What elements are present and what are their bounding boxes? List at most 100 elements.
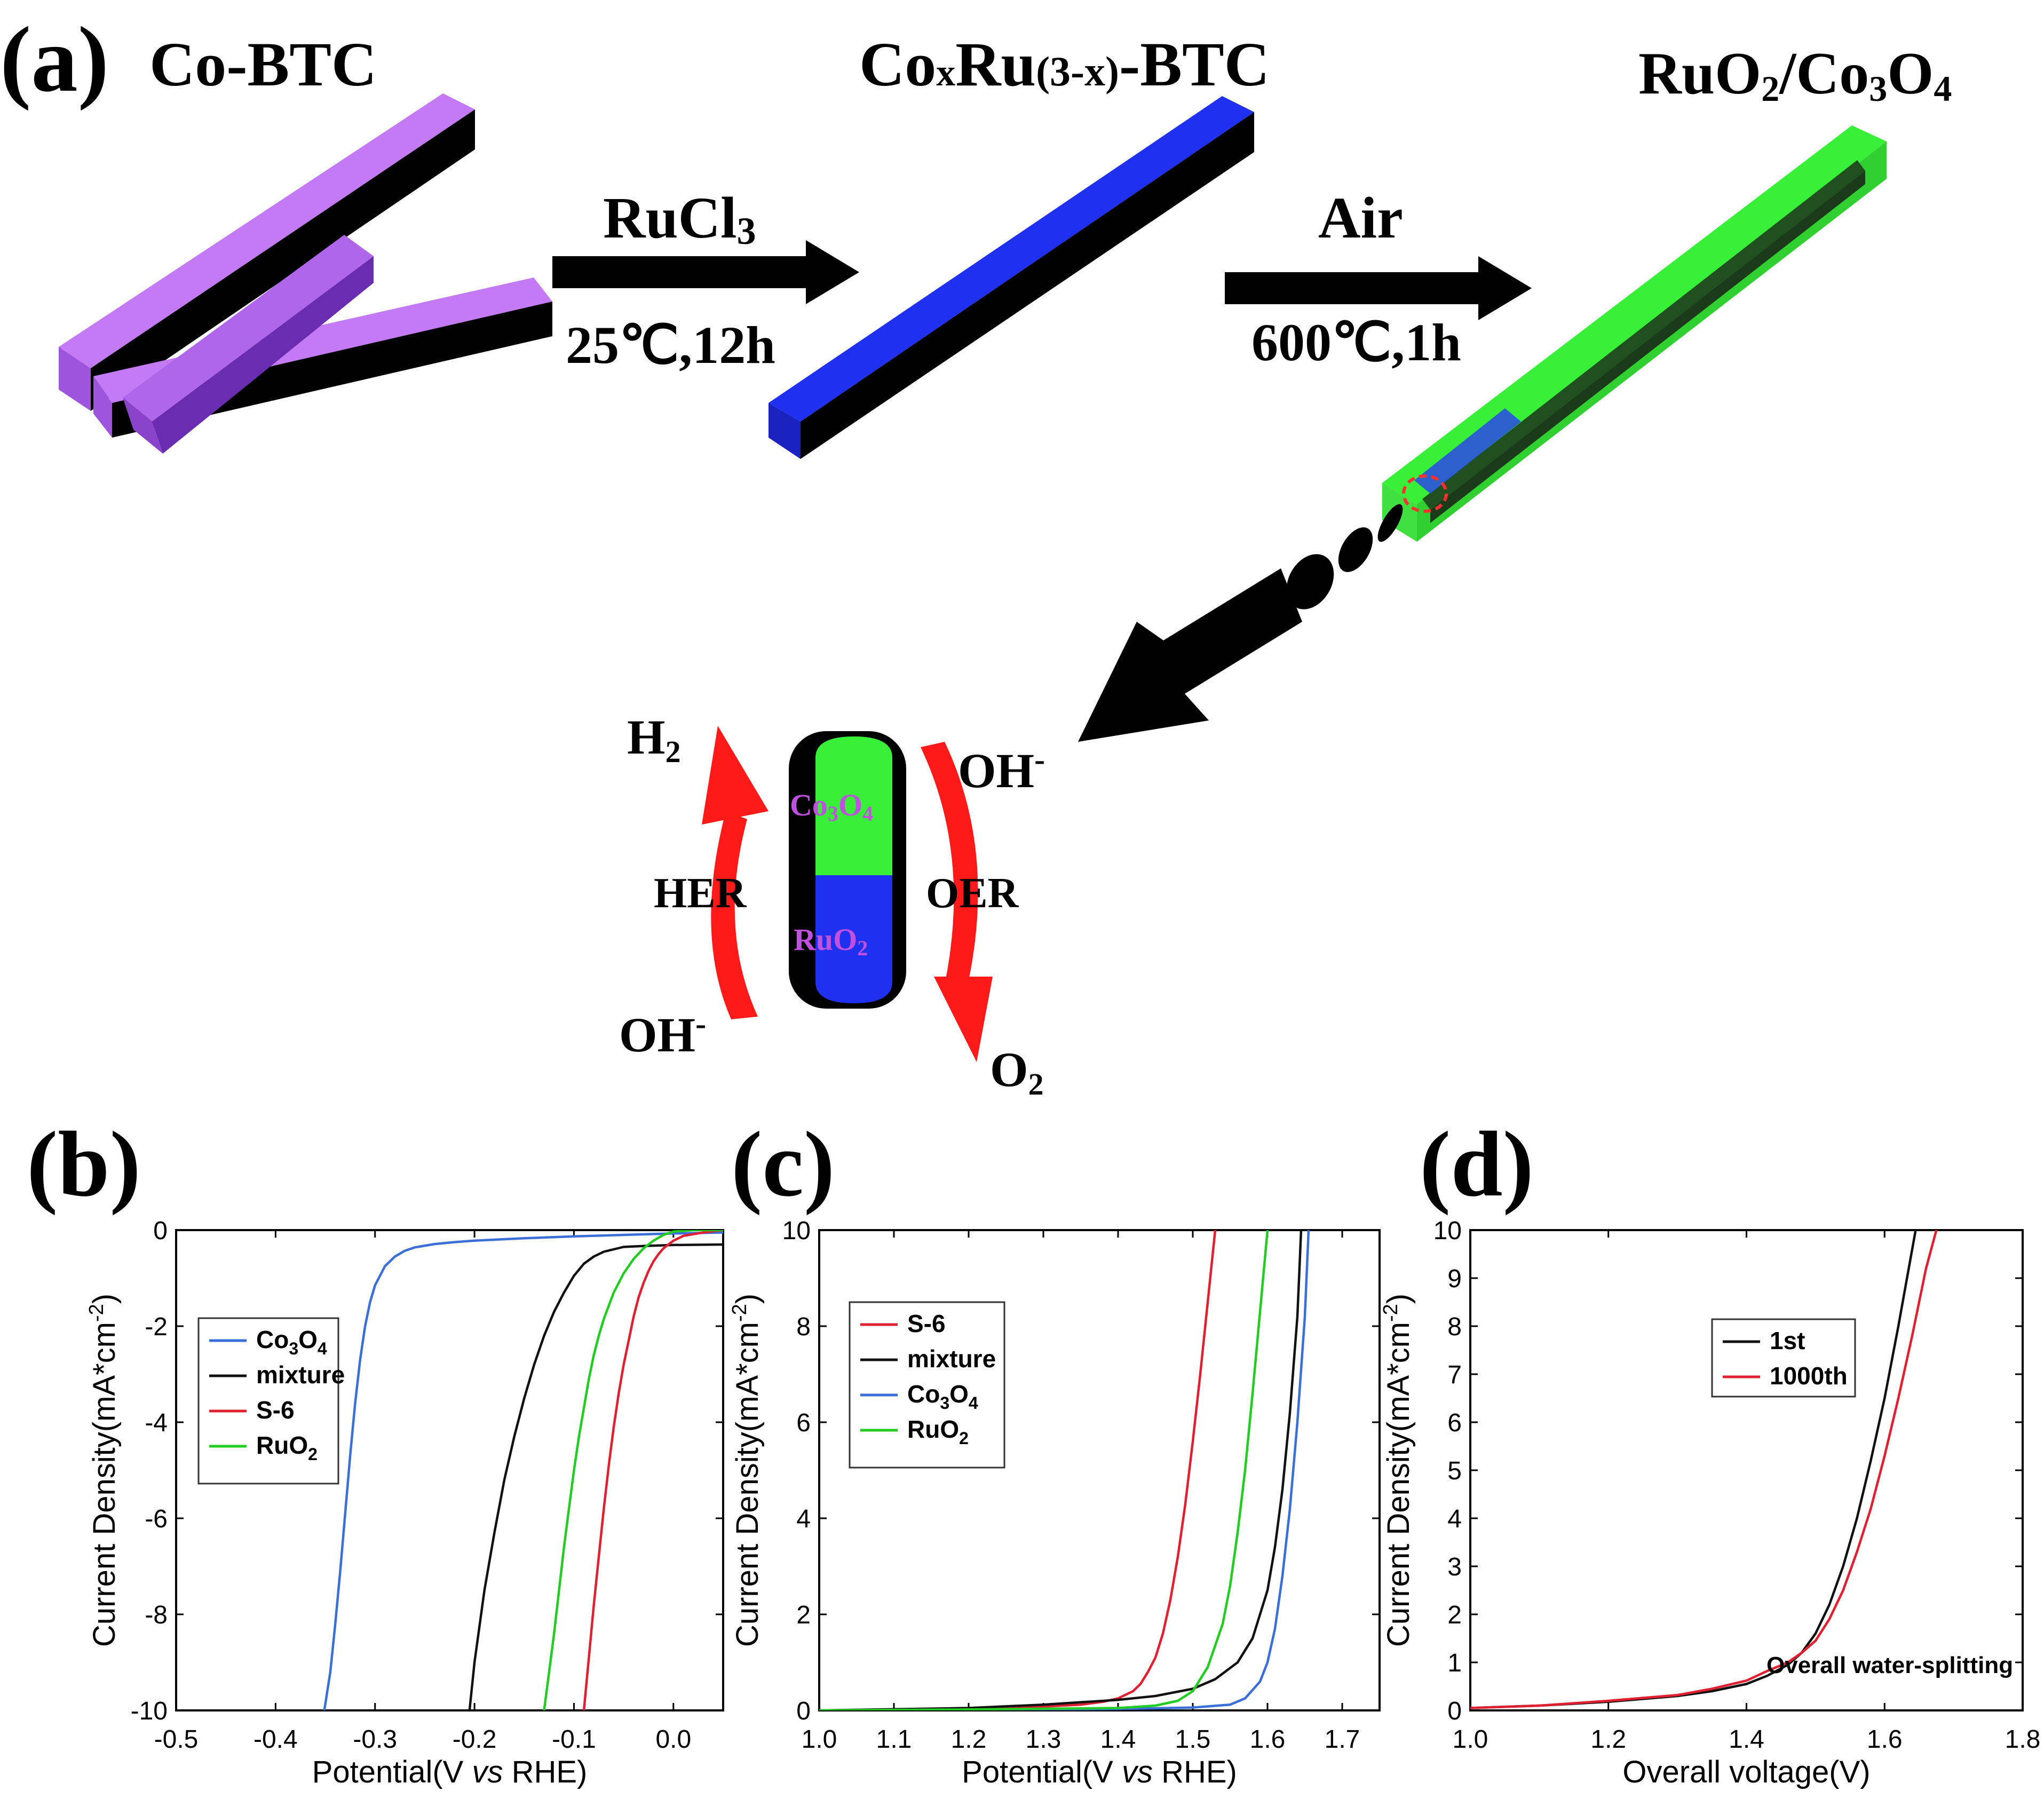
x-tick-label: 0.0 [655, 1725, 691, 1754]
x-tick-label: 1.6 [1867, 1725, 1903, 1754]
y-axis-label: Current Density(mA*cm-2) [1380, 1294, 1416, 1647]
x-tick-label: 1.7 [1325, 1725, 1360, 1754]
arrow2-atmosphere-label: Air [1318, 185, 1403, 250]
arrow2-condition-label: 600℃,1h [1251, 313, 1461, 372]
x-tick-label: 1.0 [1453, 1725, 1488, 1754]
y-tick-label: 6 [1447, 1409, 1462, 1437]
y-tick-label: -2 [145, 1313, 168, 1341]
arrow-calcination [1225, 256, 1532, 320]
legend-label: Co3O4 [256, 1326, 327, 1358]
chart-c-oer-polarization: 1.0 1.1 1.2 1.3 1.4 1.5 1.6 1.7 0 2 4 6 8 10 Potential… [728, 1217, 1381, 1789]
y-tick-label: 7 [1447, 1361, 1462, 1389]
legend-label: S-6 [256, 1396, 295, 1424]
x-axis-label: Potential(V vs RHE) [962, 1755, 1237, 1789]
panel-b-label: (b) [27, 1112, 141, 1216]
h2-label: H2 [627, 710, 681, 769]
y-tick-label: 0 [1447, 1697, 1462, 1725]
legend-label: RuO2 [256, 1431, 318, 1464]
y-tick-label: -6 [145, 1505, 168, 1533]
oh-bottom-label: OH- [619, 1006, 706, 1062]
panel-c-label: (c) [731, 1112, 835, 1216]
particle-co3o4-label: Co3O4 [790, 788, 873, 826]
y-tick-label: 0 [153, 1217, 168, 1245]
x-tick-label: 1.4 [1729, 1725, 1764, 1754]
x-tick-label: -0.2 [453, 1725, 497, 1754]
her-label: HER [654, 870, 747, 917]
x-tick-label: 1.4 [1100, 1725, 1136, 1754]
legend-box [849, 1301, 1005, 1469]
panel-d-label: (d) [1420, 1112, 1534, 1216]
arrow1-reagent-label: RuCl3 [603, 185, 756, 252]
her-arrow [702, 726, 769, 1019]
series-line-s-6 [582, 1230, 723, 1710]
legend-label: mixture [256, 1361, 345, 1389]
y-tick-label: 6 [796, 1409, 811, 1437]
y-tick-label: 8 [1447, 1313, 1462, 1341]
co-btc-rods-illustration [59, 93, 552, 454]
legend-box [197, 1317, 339, 1485]
y-tick-label: -8 [145, 1601, 168, 1629]
x-tick-label: 1.6 [1250, 1725, 1286, 1754]
x-tick-label: 1.2 [951, 1725, 987, 1754]
series-line-1000th [1470, 1230, 1938, 1709]
oer-label: OER [926, 870, 1019, 917]
y-tick-label: 10 [782, 1217, 811, 1245]
coxru-btc-title: CoxRu(3-x)-BTC [859, 29, 1270, 99]
series-line-ruo2 [819, 1230, 1269, 1710]
y-axis-label: Current Density(mA*cm-2) [85, 1294, 122, 1647]
y-tick-label: 2 [796, 1601, 811, 1629]
x-tick-label: -0.3 [353, 1725, 397, 1754]
y-axis-label: Current Density(mA*cm-2) [728, 1294, 765, 1647]
legend-label: RuO2 [907, 1415, 969, 1448]
y-tick-label: 1 [1447, 1649, 1462, 1677]
arrow1-condition-label: 25℃,12h [566, 315, 775, 375]
chart-d-water-splitting: 1.0 1.2 1.4 1.6 1.8 0 1 2 3 4 5 6 7 8 9 10 Overall volta… [1380, 1217, 2040, 1789]
oh-top-label: OH- [958, 742, 1045, 798]
legend-label: 1st [1770, 1327, 1805, 1354]
y-tick-label: 8 [796, 1313, 811, 1341]
series-line-mixture [819, 1230, 1303, 1710]
o2-label: O2 [990, 1042, 1044, 1101]
y-tick-label: -10 [131, 1697, 168, 1725]
legend-label: S-6 [907, 1310, 946, 1337]
x-tick-label: -0.1 [552, 1725, 596, 1754]
y-tick-label: -4 [145, 1409, 168, 1437]
panel-a-label: (a) [0, 7, 109, 111]
y-tick-label: 9 [1447, 1265, 1462, 1293]
janus-particle-illustration: Co3O4 RuO2 [789, 731, 906, 1009]
x-axis-label: Overall voltage(V) [1622, 1755, 1870, 1789]
x-tick-label: 1.8 [2005, 1725, 2041, 1754]
ruo2-co3o4-rod-illustration [1382, 125, 1887, 542]
y-tick-label: 4 [796, 1505, 811, 1533]
y-tick-label: 5 [1447, 1457, 1462, 1485]
x-tick-label: 1.2 [1590, 1725, 1626, 1754]
legend-box [1711, 1318, 1856, 1398]
chart-b-her-polarization: -0.5 -0.4 -0.3 -0.2 -0.1 0.0 0 -2 -4 -6 -8 -10 Poten… [85, 1217, 724, 1789]
y-tick-label: 2 [1447, 1601, 1462, 1629]
x-tick-label: 1.5 [1175, 1725, 1211, 1754]
y-tick-label: 3 [1447, 1553, 1462, 1581]
x-tick-label: 1.0 [802, 1725, 837, 1754]
co-btc-title: Co-BTC [149, 29, 377, 99]
series-line-co3o4 [819, 1230, 1310, 1710]
x-tick-label: 1.3 [1026, 1725, 1061, 1754]
x-tick-label: -0.5 [154, 1725, 199, 1754]
ruo2-co3o4-title: RuO2/Co3O4 [1638, 41, 1952, 109]
chart-annotation: Overall water-splitting [1766, 1652, 2013, 1678]
arrow-ru-exchange [552, 240, 859, 304]
x-tick-label: 1.1 [876, 1725, 912, 1754]
zoom-region-marker [1402, 474, 1448, 513]
oer-arrow [921, 742, 993, 1062]
series-line-mixture [468, 1243, 723, 1710]
y-tick-label: 10 [1433, 1217, 1462, 1245]
series-line-s-6 [819, 1230, 1217, 1710]
coxru-rod-illustration [769, 96, 1254, 459]
panel-a: (a) Co-BTC CoxRu(3-x)-BTC RuO2/Co3O4 [0, 7, 1952, 1101]
particle-ruo2-label: RuO2 [794, 922, 868, 960]
legend-label: Co3O4 [907, 1380, 978, 1413]
legend-label: 1000th [1770, 1362, 1848, 1390]
y-tick-label: 4 [1447, 1505, 1462, 1533]
legend-label: mixture [907, 1345, 996, 1373]
series-line-ruo2 [543, 1230, 723, 1710]
